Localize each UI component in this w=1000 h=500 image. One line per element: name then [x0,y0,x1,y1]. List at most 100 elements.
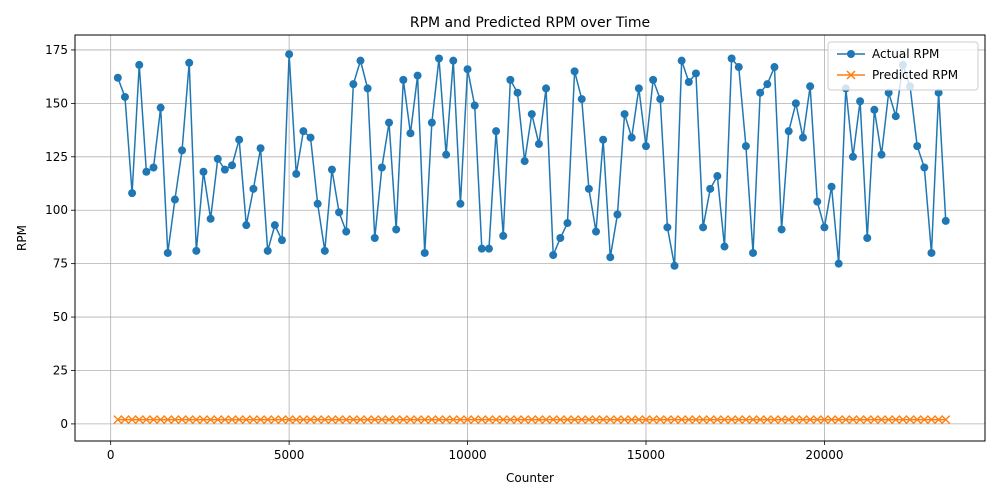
actual-rpm-point [277,236,286,245]
actual-rpm-point [192,246,201,255]
actual-rpm-point [820,223,829,232]
legend-marker-predicted [846,70,856,80]
predicted-rpm-point [819,415,829,425]
actual-rpm-point [135,60,144,69]
actual-rpm-point [349,80,358,89]
predicted-rpm-point [398,415,408,425]
predicted-rpm-point [784,415,794,425]
predicted-rpm-point [370,415,380,425]
actual-rpm-point [592,227,601,236]
actual-rpm-point [477,244,486,253]
predicted-rpm-point [291,415,301,425]
predicted-rpm-point [548,415,558,425]
actual-rpm-point [442,150,451,159]
actual-rpm-point [363,84,372,93]
predicted-rpm-point [848,415,858,425]
predicted-rpm-point [384,415,394,425]
x-tick-label: 5000 [274,448,305,462]
actual-rpm-point [670,261,679,270]
predicted-rpm-point [520,415,530,425]
actual-rpm-point [228,161,237,170]
actual-rpm-point [128,189,137,198]
actual-rpm-point [727,54,736,63]
actual-rpm-point [220,165,229,174]
predicted-rpm-point [884,415,894,425]
actual-rpm-point [149,163,158,172]
predicted-rpm-point [934,415,944,425]
predicted-rpm-point [477,415,487,425]
predicted-rpm-point [798,415,808,425]
actual-rpm-point [884,88,893,97]
predicted-rpm-point [134,415,144,425]
predicted-rpm-point [620,415,630,425]
actual-rpm-point [649,75,658,84]
x-axis-label: Counter [506,471,554,485]
predicted-rpm-point [648,415,658,425]
predicted-rpm-point [484,415,494,425]
predicted-rpm-point [877,415,886,425]
predicted-rpm-point [141,415,151,425]
actual-rpm-point [934,88,943,97]
actual-rpm-point [299,127,308,136]
actual-rpm-point [620,110,629,119]
predicted-rpm-point [698,415,708,425]
actual-rpm-point [791,99,800,108]
predicted-rpm-point [834,415,844,425]
actual-rpm-point [534,139,543,148]
actual-rpm-point [663,223,672,232]
plot-frame [74,34,986,442]
predicted-rpm-point [748,415,758,425]
actual-rpm-point [392,225,401,234]
actual-rpm-point [470,101,479,110]
actual-rpm-point [877,150,886,159]
actual-rpm-point [656,95,665,104]
predicted-rpm-point [805,415,815,425]
actual-rpm-point [770,63,779,72]
actual-rpm-point [706,184,715,193]
actual-rpm-point [449,56,458,65]
actual-rpm-point [256,144,265,153]
actual-rpm-point [827,182,836,191]
predicted-rpm-point [641,415,651,425]
predicted-rpm-point [777,415,787,425]
predicted-rpm-point [612,415,622,425]
y-tick-label: 150 [45,96,68,110]
predicted-rpm-point [427,415,437,425]
y-tick-label: 100 [45,203,68,217]
y-tick-label: 25 [53,363,68,377]
actual-rpm-point [313,199,322,208]
actual-rpm-point [413,71,422,80]
predicted-rpm-point [491,415,501,425]
predicted-rpm-point [677,415,687,425]
predicted-rpm-point [634,415,644,425]
predicted-rpm-point [256,415,266,425]
predicted-rpm-point [755,415,765,425]
predicted-rpm-point [598,415,608,425]
predicted-rpm-point [841,415,851,425]
predicted-rpm-point [434,415,444,425]
actual-rpm-point [499,231,508,240]
predicted-rpm-point [769,415,779,425]
predicted-rpm-point [513,415,522,425]
predicted-rpm-point [306,415,315,425]
y-tick-label: 125 [45,150,68,164]
actual-rpm-point [542,84,551,93]
predicted-rpm-point [584,415,594,425]
predicted-rpm-point [405,415,415,425]
predicted-rpm-point [662,415,672,425]
actual-rpm-point [784,127,793,136]
predicted-rpm-point [463,415,473,425]
actual-rpm-point [677,56,686,65]
actual-rpm-point [213,154,222,163]
legend-marker-actual [847,50,855,58]
actual-rpm-point [120,92,129,101]
actual-rpm-point [691,69,700,78]
series-layer [113,50,951,425]
ticks: 0 5000 10000 15000 20000 0 25 50 75 100 125 150 175 [45,43,843,462]
predicted-rpm-point [213,415,223,425]
actual-rpm-point [178,146,187,155]
actual-rpm-point [891,112,900,121]
predicted-rpm-point [855,415,865,425]
predicted-rpm-point [184,415,194,425]
